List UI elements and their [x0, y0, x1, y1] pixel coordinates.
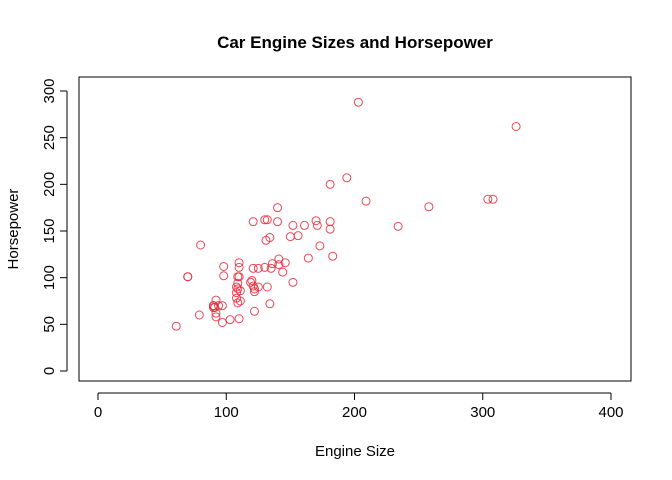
data-point [248, 263, 258, 273]
data-point [233, 298, 243, 308]
data-point [183, 272, 193, 282]
data-point [325, 217, 335, 227]
y-tick-label: 50 [41, 316, 58, 333]
y-tick-label: 100 [41, 265, 58, 290]
data-point [196, 240, 206, 250]
chart-title: Car Engine Sizes and Horsepower [217, 33, 493, 52]
y-axis-label: Horsepower [5, 189, 22, 270]
y-tick-label: 250 [41, 125, 58, 150]
data-point [265, 299, 275, 309]
data-point [249, 306, 259, 316]
data-point [393, 221, 403, 231]
data-point [217, 301, 227, 311]
data-point [219, 271, 229, 281]
x-tick-label: 100 [214, 404, 239, 421]
data-point [235, 286, 245, 296]
data-point [274, 260, 284, 270]
data-point [312, 220, 322, 230]
data-point [353, 97, 363, 107]
data-point [266, 263, 276, 273]
data-point [217, 317, 227, 327]
data-point [278, 267, 288, 277]
data-point [288, 277, 298, 287]
data-point [253, 282, 263, 292]
data-point [219, 261, 229, 271]
data-point [260, 215, 270, 225]
data-point [285, 232, 295, 242]
data-point [267, 259, 277, 269]
data-point [288, 220, 298, 230]
data-point [315, 241, 325, 251]
data-point [303, 253, 313, 263]
data-point [234, 272, 244, 282]
data-point [208, 303, 218, 313]
data-point [511, 121, 521, 131]
data-point [483, 194, 493, 204]
y-tick-label: 300 [41, 78, 58, 103]
data-point [328, 251, 338, 261]
data-point [260, 262, 270, 272]
data-point [234, 314, 244, 324]
data-point [262, 282, 272, 292]
x-axis: 0 100 200 300 400 [94, 392, 624, 421]
data-point [214, 301, 224, 311]
data-point [299, 220, 309, 230]
data-point [248, 217, 258, 227]
data-point [361, 196, 371, 206]
data-point [325, 224, 335, 234]
data-point [233, 284, 243, 294]
data-point [262, 215, 272, 225]
data-points [171, 97, 521, 331]
data-point [265, 233, 275, 243]
y-tick-label: 200 [41, 172, 58, 197]
plot-frame [78, 76, 632, 382]
data-point [253, 263, 263, 273]
data-point [424, 202, 434, 212]
data-point [235, 296, 245, 306]
data-point [273, 217, 283, 227]
x-tick-label: 200 [342, 404, 367, 421]
data-point [488, 194, 498, 204]
x-tick-label: 300 [470, 404, 495, 421]
data-point [273, 203, 283, 213]
data-point [225, 315, 235, 325]
x-tick-label: 0 [94, 404, 102, 421]
data-point [247, 275, 257, 285]
data-point [194, 310, 204, 320]
data-point [211, 312, 221, 322]
y-axis: 0 50 100 150 200 250 300 [41, 78, 68, 375]
data-point [311, 216, 321, 226]
y-tick-label: 150 [41, 218, 58, 243]
data-point [280, 258, 290, 268]
y-tick-label: 0 [41, 367, 58, 375]
data-point [342, 173, 352, 183]
data-point [234, 258, 244, 268]
data-point [234, 262, 244, 272]
x-axis-label: Engine Size [315, 443, 395, 460]
data-point [293, 231, 303, 241]
x-tick-label: 400 [598, 404, 623, 421]
data-point [171, 321, 181, 331]
data-point [325, 179, 335, 189]
